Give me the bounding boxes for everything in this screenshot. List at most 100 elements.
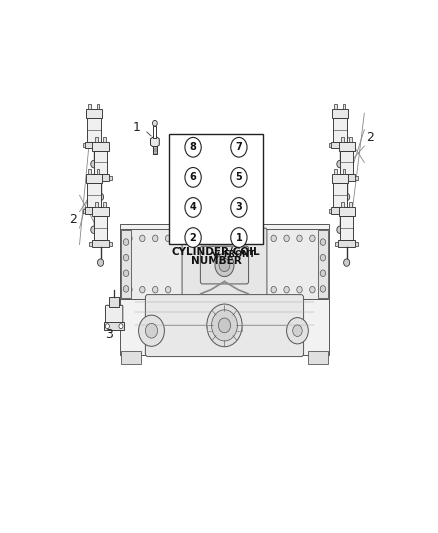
Bar [332, 174, 348, 183]
Circle shape [231, 228, 247, 247]
Bar [336, 241, 338, 246]
Bar [332, 142, 348, 148]
Circle shape [119, 324, 123, 329]
Circle shape [105, 324, 110, 329]
Ellipse shape [344, 259, 350, 266]
Bar [338, 174, 355, 181]
Bar [104, 322, 124, 330]
Circle shape [231, 198, 247, 217]
Bar [332, 109, 348, 118]
Ellipse shape [337, 226, 343, 233]
Text: 3: 3 [236, 203, 242, 213]
Bar [109, 241, 112, 246]
Bar [92, 142, 109, 150]
Bar [87, 183, 101, 207]
Text: 3: 3 [105, 328, 113, 341]
Bar [95, 202, 98, 207]
Circle shape [284, 286, 290, 293]
Bar [335, 104, 337, 109]
Circle shape [145, 324, 158, 338]
Circle shape [185, 228, 201, 247]
Circle shape [185, 198, 201, 217]
Circle shape [231, 138, 247, 157]
Circle shape [124, 286, 129, 292]
Text: 4: 4 [190, 203, 197, 213]
Text: 1: 1 [132, 121, 140, 134]
Bar [103, 202, 106, 207]
Circle shape [127, 235, 132, 241]
Text: 8: 8 [190, 142, 197, 152]
Bar [340, 216, 353, 240]
Bar [94, 150, 107, 174]
Bar [355, 176, 358, 180]
Text: CYLINDER/COIL: CYLINDER/COIL [172, 247, 260, 257]
Circle shape [271, 235, 276, 241]
Bar [121, 351, 141, 364]
Text: 2: 2 [367, 131, 374, 144]
Circle shape [212, 310, 237, 341]
Bar [85, 207, 102, 214]
Bar [88, 104, 91, 109]
Circle shape [231, 167, 247, 187]
Text: 1: 1 [236, 232, 242, 243]
Bar [307, 351, 328, 364]
Circle shape [140, 235, 145, 241]
Text: NUMBER: NUMBER [191, 256, 241, 266]
Bar [318, 230, 328, 298]
Circle shape [320, 239, 325, 245]
Ellipse shape [98, 193, 104, 200]
Ellipse shape [91, 226, 97, 233]
Bar [88, 169, 91, 174]
Bar [335, 169, 337, 174]
Bar [89, 176, 92, 180]
Circle shape [152, 120, 157, 126]
Bar [83, 143, 85, 147]
Circle shape [219, 318, 230, 333]
Bar [83, 209, 85, 213]
Circle shape [215, 254, 234, 277]
Ellipse shape [337, 160, 343, 168]
Bar [328, 209, 332, 213]
Bar [350, 202, 352, 207]
FancyBboxPatch shape [182, 228, 267, 300]
Bar [94, 216, 107, 240]
Bar [96, 169, 99, 174]
Bar [348, 143, 351, 147]
Circle shape [185, 138, 201, 157]
Circle shape [127, 286, 132, 293]
Bar [341, 136, 344, 142]
Bar [92, 207, 109, 216]
Bar [336, 176, 338, 180]
Bar [89, 241, 92, 246]
FancyBboxPatch shape [145, 295, 304, 357]
Bar [87, 118, 101, 142]
Ellipse shape [344, 193, 350, 200]
Bar [86, 174, 102, 183]
Bar [95, 136, 98, 142]
Bar [355, 241, 358, 246]
Bar [96, 104, 99, 109]
Text: 7: 7 [236, 142, 242, 152]
Bar [343, 169, 345, 174]
Bar [86, 109, 102, 118]
Bar [350, 136, 352, 142]
Bar [328, 143, 332, 147]
Bar [153, 126, 156, 138]
Bar [102, 209, 105, 213]
Bar [92, 240, 109, 247]
Circle shape [152, 286, 158, 293]
FancyBboxPatch shape [106, 305, 123, 324]
Circle shape [124, 254, 129, 261]
Text: 6: 6 [190, 172, 197, 182]
Circle shape [297, 286, 302, 293]
Circle shape [124, 270, 129, 277]
Bar [338, 240, 355, 247]
Bar [343, 104, 345, 109]
FancyBboxPatch shape [264, 229, 329, 299]
Bar [333, 183, 347, 207]
Ellipse shape [98, 259, 104, 266]
Circle shape [320, 270, 325, 277]
Text: 5: 5 [236, 172, 242, 182]
Text: 2: 2 [70, 213, 78, 227]
Bar [339, 142, 355, 150]
